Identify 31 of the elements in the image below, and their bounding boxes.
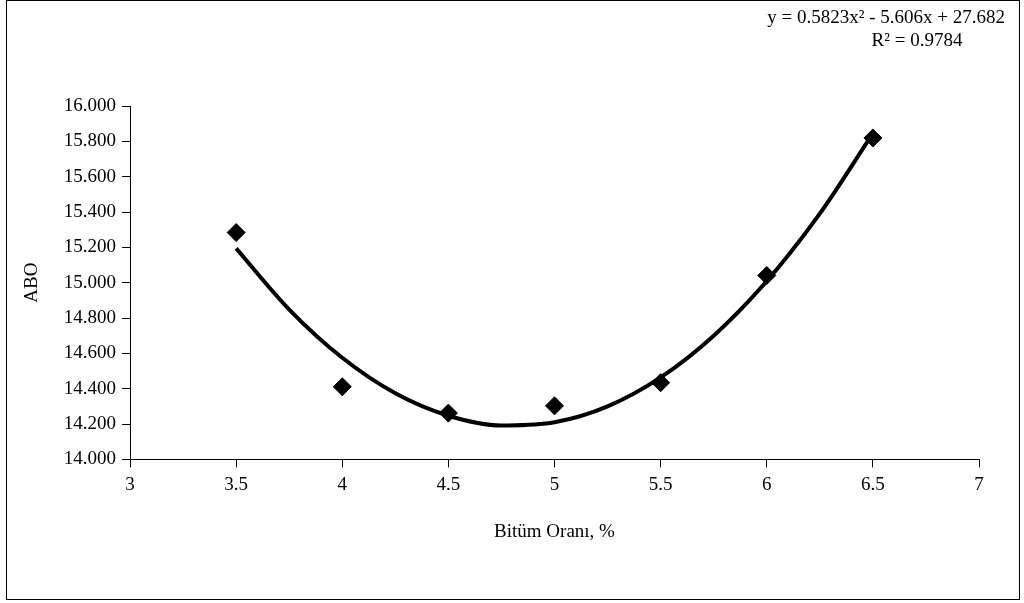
y-tick-label: 15.600 [63,164,117,186]
x-tick-label: 6.5 [861,472,885,494]
point [757,265,777,285]
x-axis-title: Bitüm Oranı, % [494,519,616,541]
point [545,396,565,416]
point [863,128,883,148]
y-tick-label: 15.000 [63,270,117,292]
y-tick-label: 14.200 [63,412,117,434]
point [332,377,352,397]
y-axis-title: ABO [20,262,42,303]
point [226,223,246,243]
y-tick-label: 15.800 [63,129,117,151]
y-tick-label: 14.000 [63,447,117,469]
y-tick-label: 14.600 [63,341,117,363]
x-tick-label: 3.5 [224,472,249,494]
text: y = 0.5823x² - 5.606x + 27.682 [767,6,1006,28]
text: R² = 0.9784 [871,29,963,51]
x-tick-label: 4.5 [436,472,461,494]
x-tick-label: 3 [125,472,135,494]
y-tick-label: 14.800 [63,306,117,328]
x-tick-label: 4 [337,472,348,494]
point [438,403,458,423]
x-tick-label: 7 [974,472,984,494]
x-tick-label: 6 [762,472,772,494]
point [651,373,671,393]
y-tick-label: 14.400 [63,376,117,398]
y-tick-label: 16.000 [63,93,117,115]
y-tick-label: 15.200 [63,235,117,257]
y-tick-label: 15.400 [63,200,117,221]
x-tick-label: 5 [549,472,560,494]
x-tick-label: 5.5 [648,472,673,494]
